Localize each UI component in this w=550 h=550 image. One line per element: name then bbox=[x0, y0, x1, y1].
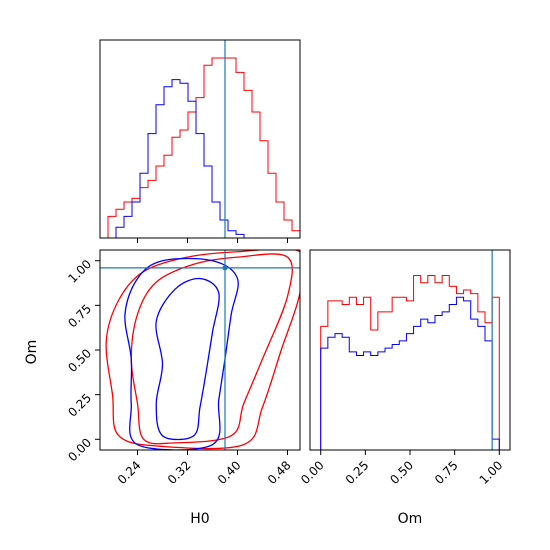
h0-histogram-blue bbox=[100, 79, 300, 238]
joint-xtick-label-0.48: 0.48 bbox=[265, 458, 294, 487]
joint-xtick-label-0.32: 0.32 bbox=[165, 458, 194, 487]
x-axis-label-h0: H0 bbox=[190, 511, 209, 527]
joint-ytick-label-0.25: 0.25 bbox=[65, 391, 94, 420]
contour-blue-2 bbox=[155, 277, 220, 441]
marginal-om-panel: 0.00 0.25 0.50 0.75 1.00 bbox=[298, 249, 511, 487]
om-marginal-xtick-label-1.00: 1.00 bbox=[477, 458, 506, 487]
om-marginal-xtick-label-0.75: 0.75 bbox=[432, 458, 461, 487]
contour-blue-3 bbox=[124, 257, 239, 450]
joint-ytick-label-0.75: 0.75 bbox=[65, 302, 94, 331]
joint-truth-point bbox=[222, 265, 228, 271]
joint-ytick-label-1.00: 1.00 bbox=[65, 257, 94, 286]
x-axis-label-om: Om bbox=[398, 511, 423, 527]
joint-ytick-label-0.50: 0.50 bbox=[65, 346, 94, 375]
joint-xtick-label-0.40: 0.40 bbox=[215, 458, 244, 487]
h0-marginal-frame bbox=[99, 39, 301, 239]
h0-histogram-red bbox=[100, 57, 300, 238]
joint-xtick-label-0.24: 0.24 bbox=[115, 458, 144, 487]
marginal-h0-panel bbox=[99, 39, 301, 243]
om-marginal-xtick-label-0.00: 0.00 bbox=[298, 458, 327, 487]
y-axis-label-om: Om bbox=[24, 340, 40, 365]
joint-h0-om-panel: 0.24 0.32 0.40 0.48 0.00 0.25 0.50 0.75 1.00 bbox=[65, 249, 301, 487]
om-marginal-xtick-label-0.50: 0.50 bbox=[387, 458, 416, 487]
joint-ytick-label-0.00: 0.00 bbox=[65, 436, 94, 465]
contour-red-1 bbox=[105, 250, 300, 450]
om-histogram-red bbox=[320, 274, 500, 450]
om-marginal-frame bbox=[309, 249, 511, 451]
om-histogram-blue bbox=[320, 296, 500, 450]
om-marginal-xtick-label-0.25: 0.25 bbox=[343, 458, 372, 487]
